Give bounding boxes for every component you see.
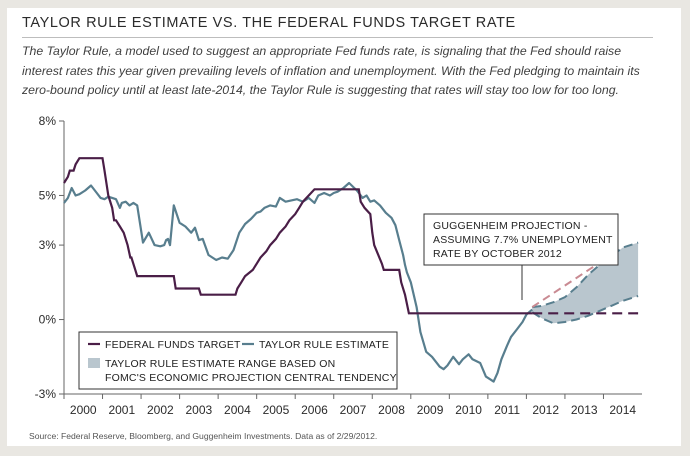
x-tick-label: 2003 xyxy=(186,403,213,417)
legend-box xyxy=(78,331,398,390)
series-taylor-rule-line xyxy=(63,181,533,383)
series-fed-funds-line xyxy=(63,157,533,315)
projection-callout-text: ASSUMING 7.7% UNEMPLOYMENT xyxy=(433,234,613,246)
range-band-lower xyxy=(531,295,639,325)
title-divider xyxy=(22,37,653,38)
x-tick-label: 2012 xyxy=(532,403,559,417)
legend-label-range: FOMC'S ECONOMIC PROJECTION CENTRAL TENDE… xyxy=(105,372,397,384)
y-tick-label: 3% xyxy=(39,238,57,252)
x-tick-label: 2008 xyxy=(378,403,405,417)
chart-subtitle: The Taylor Rule, a model used to suggest… xyxy=(22,44,640,97)
projection-callout-text: GUGGENHEIM PROJECTION - xyxy=(433,220,588,232)
legend-swatch-range xyxy=(88,358,100,368)
legend-label-fed-funds: FEDERAL FUNDS TARGET xyxy=(105,339,241,351)
chart-title: TAYLOR RULE ESTIMATE VS. THE FEDERAL FUN… xyxy=(22,15,516,31)
x-tick-label: 2006 xyxy=(301,403,328,417)
x-tick-label: 2010 xyxy=(455,403,482,417)
y-tick-label: 8% xyxy=(39,114,57,128)
x-tick-label: 2011 xyxy=(494,403,520,417)
x-tick-label: 2002 xyxy=(147,403,174,417)
x-tick-label: 2013 xyxy=(571,403,598,417)
y-tick-label: -3% xyxy=(35,387,57,401)
x-tick-label: 2000 xyxy=(70,403,97,417)
x-tick-label: 2004 xyxy=(224,403,251,417)
projection-callout-box xyxy=(423,213,619,266)
x-tick-label: 2014 xyxy=(609,403,636,417)
projection-callout-text: RATE BY OCTOBER 2012 xyxy=(433,248,562,260)
y-tick-label: 0% xyxy=(39,313,57,327)
x-tick-label: 2001 xyxy=(108,403,135,417)
x-tick-label: 2005 xyxy=(263,403,290,417)
y-tick-label: 5% xyxy=(39,188,57,202)
x-tick-label: 2007 xyxy=(340,403,367,417)
legend-label-taylor: TAYLOR RULE ESTIMATE xyxy=(259,339,389,351)
legend-label-range: TAYLOR RULE ESTIMATE RANGE BASED ON xyxy=(105,358,335,370)
x-tick-label: 2009 xyxy=(417,403,444,417)
source-note: Source: Federal Reserve, Bloomberg, and … xyxy=(29,431,378,441)
